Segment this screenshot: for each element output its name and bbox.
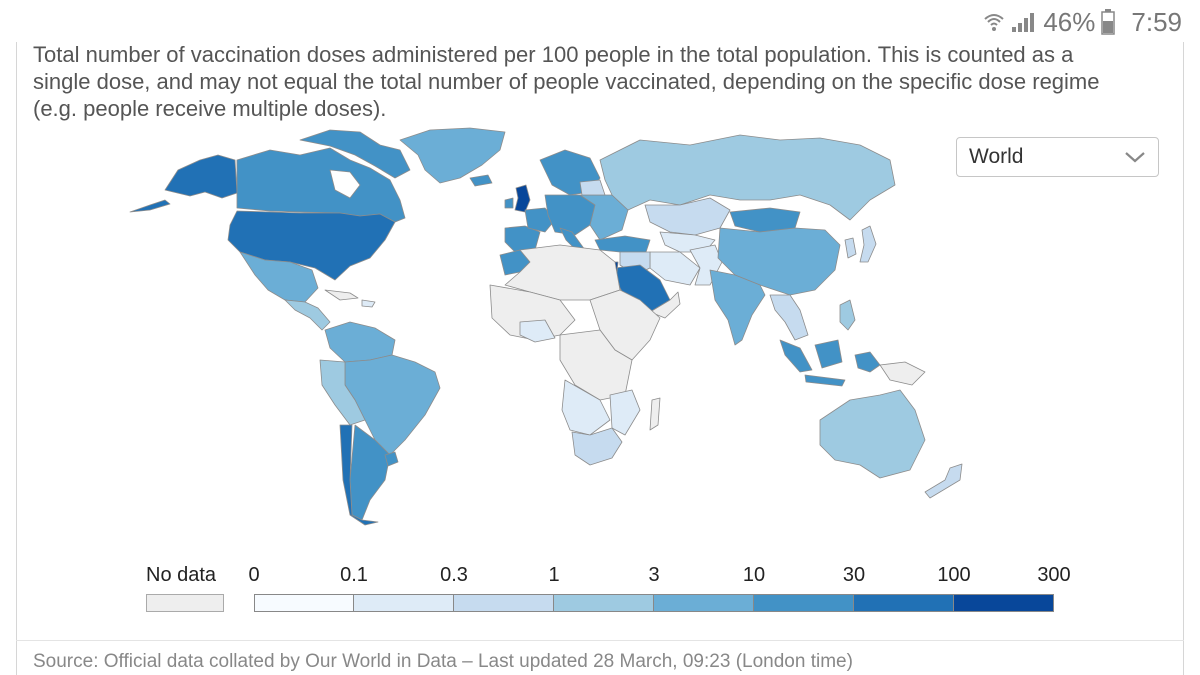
region-colombia-venezuela [324, 321, 396, 363]
region-ireland [504, 197, 514, 209]
legend-tick-label: 0.1 [340, 564, 368, 586]
legend-tick-label: 10 [742, 564, 766, 586]
region-iceland [469, 174, 493, 187]
region-australia [819, 389, 926, 479]
region-china [717, 227, 841, 296]
legend-bin [254, 594, 354, 612]
region-indochina [769, 294, 809, 341]
region-usa [227, 210, 396, 281]
region-alaska [164, 154, 238, 199]
region-baltics [579, 179, 606, 196]
region-mozambique [609, 389, 641, 436]
region-indonesia-borneo [814, 339, 843, 369]
region-yemen-oman [649, 291, 681, 319]
region-indonesia-java [804, 374, 846, 387]
legend-tick-label: 300 [1037, 564, 1071, 586]
chart-subtitle: Total number of vaccination doses admini… [33, 42, 1100, 121]
region-central-europe [544, 194, 596, 236]
region-uruguay [384, 451, 399, 467]
region-japan [859, 225, 877, 263]
wifi-icon [984, 14, 1005, 31]
legend-no-data-swatch [146, 594, 224, 612]
card-divider [16, 640, 1184, 641]
color-legend: No data 0 0.1 0.3 1 3 10 30 100 300 [0, 560, 1200, 620]
legend-bin [554, 594, 654, 612]
signal-icon [1012, 13, 1035, 32]
region-ghana-nigeria [519, 319, 556, 343]
region-north-africa [504, 244, 621, 301]
source-note: Source: Official data collated by Our Wo… [33, 651, 853, 672]
card-border-left [16, 42, 17, 675]
legend-tick-label: 0 [248, 564, 260, 586]
legend-tick-label: 3 [648, 564, 660, 586]
region-canada-arctic [299, 129, 411, 179]
region-mexico [239, 251, 319, 303]
battery-percent: 46% [1043, 6, 1096, 37]
region-india [709, 269, 766, 346]
region-cuba [324, 289, 359, 301]
region-indonesia-sumatra [779, 339, 813, 373]
region-indonesia-east [854, 351, 881, 373]
region-russia [599, 134, 896, 221]
region-canada [236, 147, 406, 223]
region-central-america [284, 299, 331, 331]
legend-tick-label: 30 [842, 564, 866, 586]
legend-bin [754, 594, 854, 612]
legend-bin [654, 594, 754, 612]
legend-tick-label: 100 [937, 564, 971, 586]
legend-bin [354, 594, 454, 612]
region-kazakhstan [644, 197, 731, 236]
region-philippines [839, 299, 856, 331]
region-dropdown-value: World [969, 145, 1024, 168]
region-new-guinea [879, 361, 926, 386]
legend-bins [254, 594, 1054, 612]
battery-icon [1101, 9, 1116, 35]
clock-time: 7:59 [1131, 6, 1182, 37]
region-uk [514, 184, 531, 213]
region-korea [844, 237, 857, 259]
legend-bin [854, 594, 954, 612]
region-madagascar [649, 397, 661, 431]
region-dropdown[interactable]: World [956, 137, 1159, 177]
card-border-right [1183, 42, 1184, 675]
region-greenland [399, 127, 506, 184]
region-hispaniola [361, 299, 376, 308]
region-alaska-islands [129, 199, 171, 213]
region-southern-africa [571, 427, 623, 466]
legend-tick-label: 1 [548, 564, 560, 586]
legend-bin [954, 594, 1054, 612]
chevron-down-icon [1125, 152, 1145, 163]
legend-no-data-label: No data [146, 564, 217, 586]
legend-tick-label: 0.3 [440, 564, 468, 586]
status-bar: 46% 7:59 [983, 4, 1182, 40]
legend-bin [454, 594, 554, 612]
region-peru-bolivia [319, 359, 366, 426]
region-new-zealand [924, 463, 963, 499]
region-chile [339, 424, 379, 526]
region-hudson-bay [329, 169, 361, 199]
